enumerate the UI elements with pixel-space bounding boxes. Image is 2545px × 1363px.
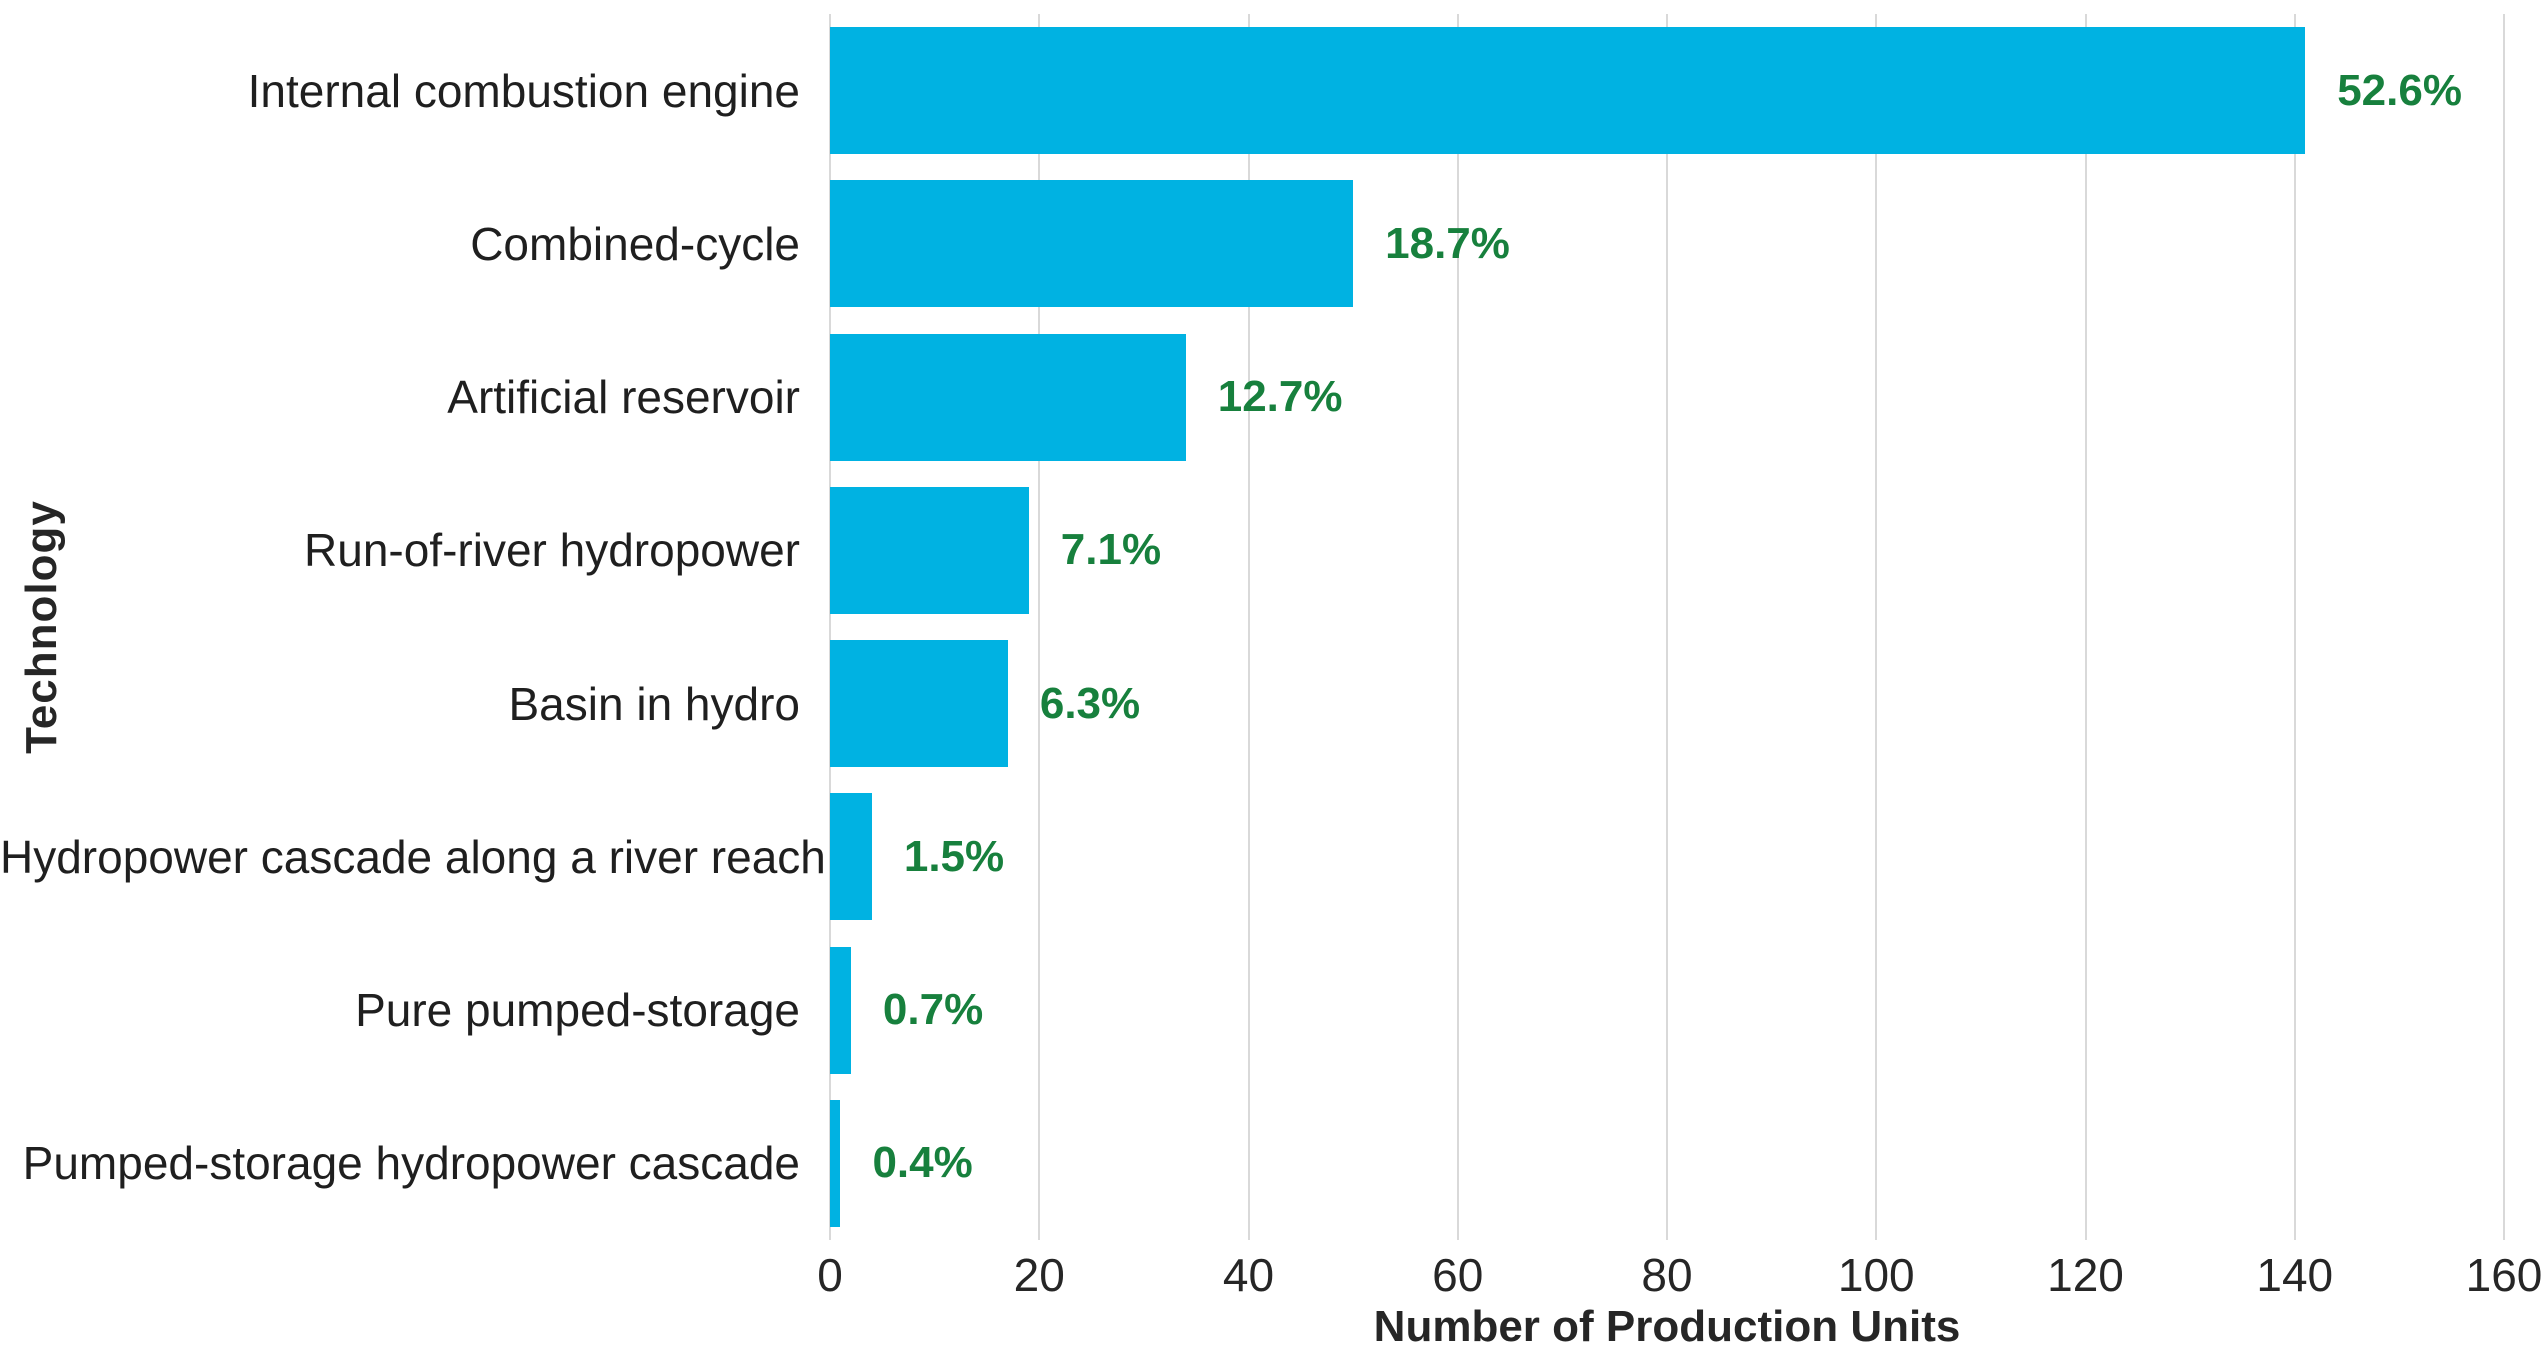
x-tick-label-80: 80 [1641,1249,1693,1301]
bar-4 [830,640,1008,768]
x-tick-label-60: 60 [1432,1249,1484,1301]
gridline-x-160 [2503,14,2505,1240]
x-tick-label-160: 160 [2465,1249,2543,1301]
x-tick-label-40: 40 [1222,1249,1275,1301]
x-axis-title: Number of Production Units [1373,1302,1961,1351]
category-label-4: Basin in hydro [508,677,801,730]
bar-3 [830,486,1029,614]
plot-area: 52.6% 18.7% 12.7% 7.1% 6.3% 1.5% 0.7% 0.4% [829,14,2505,1240]
x-tick-label-120: 120 [2047,1249,2124,1301]
x-tick-label-100: 100 [1837,1249,1915,1301]
bar-1 [830,180,1354,308]
category-label-5: Hydropower cascade along a river reach [0,830,826,883]
bar-value-label-2: 12.7% [1217,372,1343,422]
x-tick-label-140: 140 [2256,1249,2334,1301]
x-tick-label-20: 20 [1013,1249,1065,1301]
category-label-0: Internal combustion engine [247,64,800,117]
bar-5 [830,793,872,921]
gridline-x-60 [1456,14,1459,1240]
category-label-3: Run-of-river hydropower [304,524,800,577]
gridline-x-120 [2084,14,2087,1240]
gridline-x-140 [2293,14,2296,1240]
bar-6 [830,946,851,1074]
bar-0 [830,27,2306,155]
category-label-2: Artificial reservoir [447,371,800,424]
category-label-7: Pumped-storage hydropower cascade [22,1137,800,1190]
category-label-6: Pure pumped-storage [355,984,800,1037]
gridline-x-100 [1875,14,1878,1240]
x-tick-label-0: 0 [817,1249,843,1301]
bar-value-label-3: 7.1% [1060,525,1162,575]
gridline-x-80 [1666,14,1668,1240]
bar-value-label-7: 0.4% [872,1138,973,1188]
category-label-1: Combined-cycle [470,217,800,270]
gridline-x-40 [1247,14,1250,1240]
bar-7 [830,1099,841,1227]
bar-value-label-5: 1.5% [903,831,1005,881]
bar-value-label-0: 52.6% [2337,65,2462,115]
gridline-x-0 [829,14,831,1240]
bar-value-label-4: 6.3% [1039,678,1141,728]
bar-2 [830,333,1186,461]
gridline-x-20 [1038,14,1041,1240]
bar-value-label-6: 0.7% [882,985,984,1035]
bar-value-label-1: 18.7% [1385,218,1510,268]
